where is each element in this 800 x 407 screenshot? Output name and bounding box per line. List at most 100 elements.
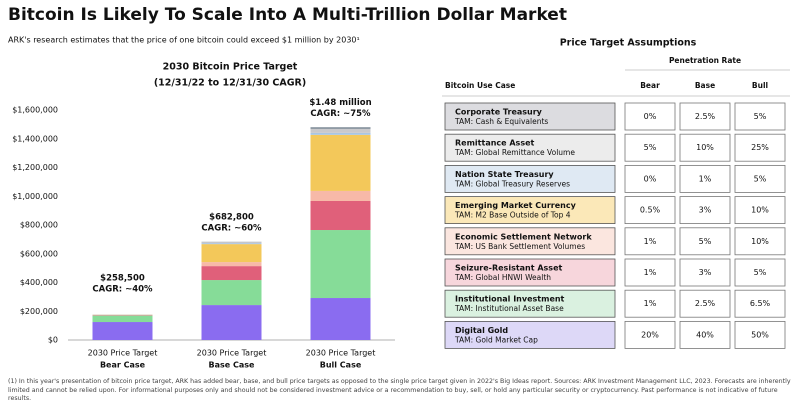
rate-value: 1% bbox=[644, 299, 657, 308]
rate-cell bbox=[624, 102, 676, 131]
bar-segment bbox=[310, 132, 371, 135]
bar-segment bbox=[201, 262, 262, 267]
y-tick-label: $1,400,000 bbox=[12, 134, 58, 143]
y-tick-label: $600,000 bbox=[20, 249, 58, 258]
rate-cell bbox=[679, 320, 731, 349]
use-case-tam: TAM: Global Remittance Volume bbox=[454, 148, 575, 157]
x-tick-label: 2030 Price Target bbox=[306, 349, 376, 358]
page-subtitle: ARK's research estimates that the price … bbox=[8, 36, 360, 45]
x-tick-label: 2030 Price Target bbox=[197, 349, 267, 358]
use-case-name: Seizure-Resistant Asset bbox=[455, 264, 562, 273]
use-case-tam: TAM: US Bank Settlement Volumes bbox=[454, 242, 585, 251]
rate-cell bbox=[624, 320, 676, 349]
x-tick-label: 2030 Price Target bbox=[88, 349, 158, 358]
use-case-box bbox=[444, 164, 616, 193]
rate-cell bbox=[624, 258, 676, 287]
bar-segment bbox=[310, 128, 371, 133]
rate-value: 10% bbox=[696, 143, 714, 152]
chart-title: 2030 Bitcoin Price Target bbox=[163, 62, 298, 73]
y-tick-label: $1,600,000 bbox=[12, 106, 58, 115]
use-case-tam: TAM: Global Treasury Reserves bbox=[454, 179, 570, 188]
rate-value: 0.5% bbox=[640, 206, 661, 215]
x-tick-label: Bull Case bbox=[320, 361, 362, 370]
rate-cell bbox=[734, 227, 786, 256]
use-case-tam: TAM: M2 Base Outside of Top 4 bbox=[454, 211, 571, 220]
column-header: Base bbox=[695, 81, 715, 90]
page-title: Bitcoin Is Likely To Scale Into A Multi-… bbox=[8, 5, 567, 25]
rate-value: 10% bbox=[751, 206, 769, 215]
column-header: Bull bbox=[752, 81, 768, 90]
bar-segment bbox=[310, 200, 371, 231]
y-tick-label: $1,000,000 bbox=[12, 192, 58, 201]
use-case-tam: TAM: Cash & Equivalents bbox=[454, 117, 548, 126]
rate-value: 10% bbox=[751, 237, 769, 246]
bar-segment bbox=[201, 280, 262, 306]
bar-segment bbox=[201, 242, 262, 244]
rate-cell bbox=[679, 164, 731, 193]
rate-value: 5% bbox=[754, 174, 767, 183]
bar-segment bbox=[310, 127, 371, 129]
y-tick-label: $400,000 bbox=[20, 278, 58, 287]
bar-segment bbox=[201, 243, 262, 245]
rate-value: 3% bbox=[699, 268, 712, 277]
y-tick-label: $800,000 bbox=[20, 221, 58, 230]
y-tick-label: $1,200,000 bbox=[12, 163, 58, 172]
x-tick-label: Base Case bbox=[209, 361, 256, 370]
rate-cell bbox=[734, 102, 786, 131]
rate-cell bbox=[734, 258, 786, 287]
use-case-tam: TAM: Institutional Asset Base bbox=[454, 304, 564, 313]
bar-segment bbox=[201, 305, 262, 340]
rate-cell bbox=[734, 320, 786, 349]
use-case-tam: TAM: Gold Market Cap bbox=[454, 335, 538, 344]
rate-value: 0% bbox=[644, 112, 657, 121]
bar-segment bbox=[201, 244, 262, 263]
rate-value: 5% bbox=[754, 112, 767, 121]
use-case-name: Digital Gold bbox=[455, 326, 508, 335]
chart-subtitle: (12/31/22 to 12/31/30 CAGR) bbox=[154, 78, 306, 89]
rate-cell bbox=[679, 196, 731, 225]
use-case-box bbox=[444, 196, 616, 225]
use-case-name: Corporate Treasury bbox=[455, 108, 543, 117]
column-header: Bear bbox=[640, 81, 660, 90]
table-group-header: Penetration Rate bbox=[669, 56, 741, 65]
rate-value: 1% bbox=[644, 268, 657, 277]
use-case-name: Remittance Asset bbox=[455, 139, 535, 148]
use-case-name: Emerging Market Currency bbox=[455, 201, 577, 210]
rate-cell bbox=[624, 289, 676, 318]
bar-segment bbox=[310, 230, 371, 299]
bar-segment bbox=[92, 322, 153, 340]
rate-cell bbox=[734, 133, 786, 162]
rate-cell bbox=[624, 164, 676, 193]
rate-value: 5% bbox=[754, 268, 767, 277]
bar-segment bbox=[201, 266, 262, 281]
annotation-value: $1.48 million bbox=[309, 98, 371, 108]
annotation-note: CAGR: ~75% bbox=[310, 109, 371, 119]
annotation-value: $682,800 bbox=[209, 212, 254, 222]
rate-cell bbox=[734, 196, 786, 225]
rate-value: 50% bbox=[751, 330, 769, 339]
rate-cell bbox=[624, 227, 676, 256]
use-case-box bbox=[444, 289, 616, 318]
y-tick-label: $200,000 bbox=[20, 307, 58, 316]
use-case-box bbox=[444, 258, 616, 287]
annotation-value: $258,500 bbox=[100, 273, 145, 283]
rate-value: 2.5% bbox=[695, 299, 716, 308]
rate-cell bbox=[679, 102, 731, 131]
footnote: (1) In this year's presentation of bitco… bbox=[8, 378, 791, 403]
rate-value: 5% bbox=[644, 143, 657, 152]
rate-value: 1% bbox=[644, 237, 657, 246]
bar-segment bbox=[310, 190, 371, 201]
bar-segment bbox=[310, 298, 371, 340]
use-case-name: Economic Settlement Network bbox=[455, 232, 592, 241]
bar-segment bbox=[310, 134, 371, 191]
y-tick-label: $0 bbox=[48, 336, 58, 345]
column-header: Bitcoin Use Case bbox=[445, 81, 515, 90]
rate-value: 0% bbox=[644, 174, 657, 183]
x-tick-label: Bear Case bbox=[100, 361, 146, 370]
rate-value: 20% bbox=[641, 330, 659, 339]
use-case-name: Institutional Investment bbox=[455, 295, 565, 304]
table-title: Price Target Assumptions bbox=[560, 38, 697, 49]
bar-segment bbox=[92, 315, 153, 323]
